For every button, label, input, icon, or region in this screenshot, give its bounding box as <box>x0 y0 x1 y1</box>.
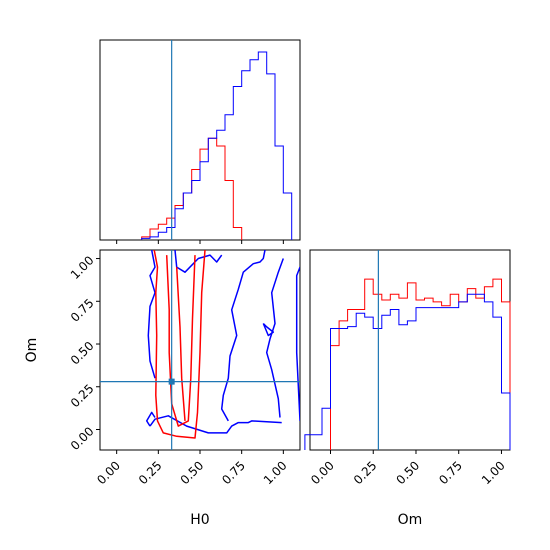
panel-2d-h0-om: 0.00 0.25 0.50 0.75 1.00 0.00 0.25 0.50 0.75 1.00 <box>68 249 301 487</box>
x-h0-tick-label-0: 0.00 <box>94 458 123 487</box>
hist-h0-blue-step <box>141 51 293 240</box>
x-om-tick-label-1: 0.25 <box>351 458 380 487</box>
truth-marker-2d <box>168 378 175 385</box>
x-axis-label-h0: H0 <box>190 512 209 528</box>
x-om-tick-label-4: 1.00 <box>479 458 508 487</box>
contour-red-2 <box>175 267 186 421</box>
contour-red-1 <box>165 255 196 427</box>
y-om-tick-label-4: 1.00 <box>68 253 97 282</box>
hist-om-ticks: 0.00 0.25 0.50 0.75 1.00 <box>308 450 508 487</box>
y-om-tick-label-0: 0.00 <box>68 424 97 453</box>
contour-blue-4 <box>220 250 266 422</box>
x-om-tick-label-2: 0.50 <box>394 458 423 487</box>
ticks-2d: 0.00 0.25 0.50 0.75 1.00 0.00 0.25 0.50 0.75 1.00 <box>68 253 290 487</box>
hist-om-red-step <box>330 278 511 450</box>
y-om-tick-label-2: 0.50 <box>68 339 97 368</box>
truth-lines-2d <box>100 250 300 450</box>
panel-hist-h0 <box>99 39 301 244</box>
x-h0-tick-label-4: 1.00 <box>261 458 290 487</box>
hist-om-blue-step <box>304 293 511 450</box>
contour-blue-7 <box>262 322 275 337</box>
frame-hist-h0 <box>99 39 301 241</box>
y-axis-label-om: Om <box>24 338 40 363</box>
x-om-tick-label-0: 0.00 <box>308 458 337 487</box>
x-h0-tick-label-2: 0.50 <box>178 458 207 487</box>
x-h0-tick-label-3: 0.75 <box>219 458 248 487</box>
contour-blue-5 <box>265 258 285 418</box>
contour-blue-6 <box>295 266 300 421</box>
contour-blue-3 <box>174 250 223 273</box>
contour-blue-1 <box>145 411 156 427</box>
hist-om-series <box>304 250 511 450</box>
contour-series <box>145 250 300 439</box>
y-om-tick-label-3: 0.75 <box>68 296 97 325</box>
hist-h0-ticks <box>116 240 284 244</box>
contour-red-0 <box>153 250 206 439</box>
panel-hist-om: 0.00 0.25 0.50 0.75 1.00 <box>304 249 511 487</box>
x-om-tick-label-3: 0.75 <box>436 458 465 487</box>
contour-blue-2 <box>147 250 156 379</box>
contour-blue-0 <box>149 415 282 434</box>
frame-hist-om <box>309 249 511 451</box>
y-om-tick-label-1: 0.25 <box>68 381 97 410</box>
x-axis-label-om: Om <box>398 512 423 528</box>
hist-h0-series <box>141 40 293 240</box>
x-h0-tick-label-1: 0.25 <box>136 458 165 487</box>
